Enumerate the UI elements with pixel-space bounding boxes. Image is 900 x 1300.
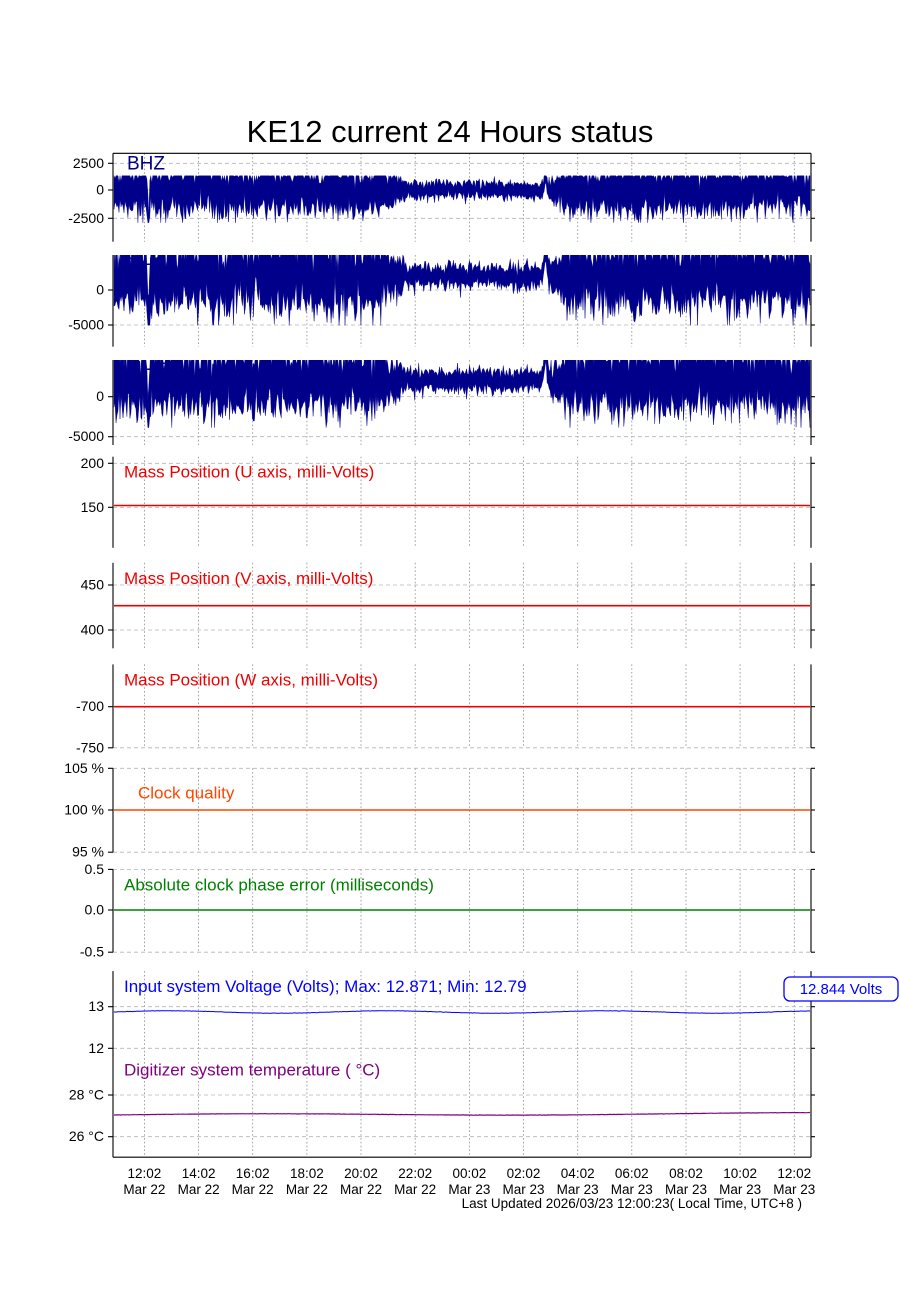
svg-text:22:02: 22:02 <box>398 1166 432 1181</box>
svg-text:Mar 23: Mar 23 <box>773 1182 815 1197</box>
svg-text:18:02: 18:02 <box>290 1166 324 1181</box>
svg-text:12:02: 12:02 <box>777 1166 811 1181</box>
svg-text:105 %: 105 % <box>64 760 104 776</box>
svg-text:Mar 22: Mar 22 <box>394 1182 436 1197</box>
svg-text:02:02: 02:02 <box>507 1166 541 1181</box>
svg-text:Mass Position (V axis, milli-V: Mass Position (V axis, milli-Volts) <box>124 569 373 588</box>
svg-text:BHZ: BHZ <box>127 153 165 174</box>
svg-text:-750: -750 <box>76 739 104 755</box>
svg-text:450: 450 <box>81 577 105 593</box>
svg-text:06:02: 06:02 <box>615 1166 649 1181</box>
svg-text:-700: -700 <box>76 698 104 714</box>
svg-text:150: 150 <box>81 499 105 515</box>
svg-text:0: 0 <box>96 182 104 198</box>
svg-text:400: 400 <box>81 622 105 638</box>
svg-text:16:02: 16:02 <box>236 1166 270 1181</box>
svg-text:0: 0 <box>96 282 104 298</box>
svg-text:Mass Position (W axis, milli-V: Mass Position (W axis, milli-Volts) <box>124 670 378 689</box>
svg-text:95 %: 95 % <box>72 844 104 860</box>
svg-text:14:02: 14:02 <box>182 1166 216 1181</box>
svg-text:Digitizer system temperature (: Digitizer system temperature ( °C) <box>124 1060 380 1079</box>
svg-text:12: 12 <box>88 1040 104 1056</box>
svg-text:-5000: -5000 <box>68 317 104 333</box>
svg-text:0.5: 0.5 <box>85 861 105 877</box>
svg-text:Mass Position (U axis, milli-V: Mass Position (U axis, milli-Volts) <box>124 463 374 482</box>
svg-text:20:02: 20:02 <box>344 1166 378 1181</box>
svg-text:Absolute clock phase error (mi: Absolute clock phase error (milliseconds… <box>124 875 434 894</box>
svg-text:Mar 22: Mar 22 <box>178 1182 220 1197</box>
svg-text:0: 0 <box>96 388 104 404</box>
svg-text:10:02: 10:02 <box>723 1166 757 1181</box>
svg-text:12.844 Volts: 12.844 Volts <box>800 981 883 998</box>
svg-text:200: 200 <box>81 455 105 471</box>
svg-text:Clock quality: Clock quality <box>138 783 235 802</box>
svg-text:Mar 23: Mar 23 <box>611 1182 653 1197</box>
svg-text:BHE: BHE <box>127 360 166 381</box>
svg-text:04:02: 04:02 <box>561 1166 595 1181</box>
svg-text:2500: 2500 <box>73 155 104 171</box>
svg-text:08:02: 08:02 <box>669 1166 703 1181</box>
svg-text:00:02: 00:02 <box>453 1166 487 1181</box>
svg-text:13: 13 <box>88 998 104 1014</box>
svg-text:-2500: -2500 <box>68 210 104 226</box>
svg-text:12:02: 12:02 <box>128 1166 162 1181</box>
svg-text:100 %: 100 % <box>64 802 104 818</box>
svg-text:Mar 22: Mar 22 <box>123 1182 165 1197</box>
svg-text:Input system Voltage (Volts);: Input system Voltage (Volts); Max: 12.87… <box>124 977 527 996</box>
svg-text:Mar 23: Mar 23 <box>557 1182 599 1197</box>
svg-text:Mar 23: Mar 23 <box>502 1182 544 1197</box>
svg-text:Last Updated 2026/03/23 12:00:: Last Updated 2026/03/23 12:00:23( Local … <box>462 1196 802 1211</box>
svg-text:Mar 23: Mar 23 <box>665 1182 707 1197</box>
svg-text:Mar 22: Mar 22 <box>232 1182 274 1197</box>
svg-text:-0.5: -0.5 <box>80 944 104 960</box>
svg-text:28 °C: 28 °C <box>69 1087 104 1103</box>
svg-text:BHN: BHN <box>127 255 167 276</box>
svg-text:Mar 23: Mar 23 <box>448 1182 490 1197</box>
svg-text:Mar 22: Mar 22 <box>340 1182 382 1197</box>
svg-text:0.0: 0.0 <box>85 902 105 918</box>
svg-text:Mar 23: Mar 23 <box>719 1182 761 1197</box>
svg-text:Mar 22: Mar 22 <box>286 1182 328 1197</box>
svg-text:26 °C: 26 °C <box>69 1128 104 1144</box>
svg-text:-5000: -5000 <box>68 428 104 444</box>
